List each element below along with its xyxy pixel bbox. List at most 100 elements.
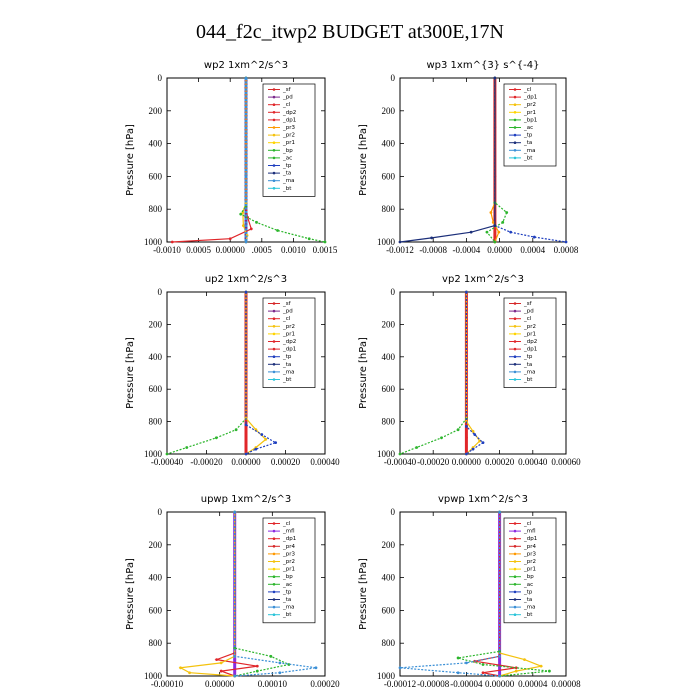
x-tick-label: 0.0010 — [281, 245, 306, 255]
legend-label: _cl — [523, 316, 532, 322]
legend-label: _pr1 — [523, 110, 536, 116]
series-point-ac — [498, 650, 501, 653]
panel-2: wp3 1xm^{3} s^{-4}02004006008001000-0.00… — [358, 60, 579, 255]
legend-label: _ma — [282, 369, 294, 375]
legend-label: _pr1 — [523, 567, 536, 573]
legend-label: _dp1 — [523, 95, 537, 101]
x-tick-label: -0.00040 — [151, 457, 184, 467]
series-point-pr2 — [179, 666, 182, 670]
legend-label: _mfl — [523, 529, 536, 535]
legend-label: _ta — [282, 362, 291, 368]
panel-title: vpwp 1xm^2/s^3 — [438, 494, 528, 505]
legend-marker — [513, 347, 517, 351]
legend-marker — [272, 590, 276, 594]
plot-frame — [399, 511, 567, 677]
legend-marker — [272, 118, 276, 122]
legend-label: _pr4 — [523, 544, 537, 550]
series-point-dp2 — [415, 446, 418, 449]
series-point-ta — [430, 236, 434, 240]
series-point-pr2 — [264, 438, 268, 441]
series-point-dp2 — [214, 436, 218, 440]
legend-marker — [513, 141, 517, 144]
legend-label: _ta — [282, 597, 291, 603]
legend-label: _sf — [282, 87, 292, 93]
legend-marker — [513, 552, 517, 556]
legend-label: _pr4 — [282, 544, 296, 550]
legend-label: _pr2 — [282, 559, 295, 565]
legend-marker — [272, 317, 276, 321]
series-point-tp — [398, 666, 402, 670]
series-point-tp — [465, 661, 468, 665]
x-tick-label: -0.00004 — [450, 679, 483, 689]
x-tick-label: 0.00020 — [310, 679, 340, 689]
series-point-pr2 — [489, 211, 493, 214]
legend-marker — [513, 126, 517, 129]
series-point-tp — [564, 240, 568, 244]
series-point-ta — [398, 240, 402, 244]
series-point-tp — [233, 654, 237, 658]
legend-marker — [513, 529, 517, 533]
series-point-pr2 — [241, 224, 245, 228]
series-point-tp — [278, 671, 282, 675]
legend-label: _bt — [282, 186, 292, 192]
legend-label: _dp1 — [282, 536, 296, 542]
x-tick-label: 0.00020 — [485, 457, 515, 467]
legend-label: _pr3 — [282, 125, 296, 131]
y-tick-label: 800 — [382, 417, 396, 427]
y-tick-label: 1000 — [144, 671, 163, 681]
y-tick-label: 600 — [149, 605, 163, 615]
legend-label: _tp — [523, 589, 533, 595]
plot-frame — [399, 77, 567, 243]
y-tick-label: 800 — [382, 638, 396, 648]
series-point-ta — [469, 230, 473, 234]
legend-marker — [272, 325, 276, 328]
legend-marker — [513, 598, 517, 601]
y-tick-label: 200 — [382, 106, 396, 116]
plot-frame — [166, 511, 326, 677]
series-point-mfl — [233, 658, 237, 661]
series-point-cl — [170, 240, 174, 244]
legend-label: _bp — [282, 148, 293, 154]
y-tick-label: 600 — [382, 384, 396, 394]
legend-label: _ac — [523, 125, 533, 131]
y-tick-label: 600 — [382, 171, 396, 181]
legend-marker — [513, 545, 517, 548]
y-tick-label: 200 — [149, 319, 163, 329]
y-tick-label: 800 — [382, 204, 396, 214]
series-point-tp — [278, 661, 282, 665]
series-point-bt — [244, 175, 248, 178]
series-point-pr2 — [523, 658, 526, 661]
y-tick-label: 400 — [382, 139, 396, 149]
series-point-tp — [244, 452, 248, 456]
y-tick-label: 200 — [149, 540, 163, 550]
x-tick-label: 0.0005 — [186, 245, 211, 255]
series-point-tp — [465, 452, 468, 456]
legend-label: _dp1 — [523, 536, 537, 542]
series-line-tp — [234, 512, 317, 677]
y-tick-label: 1000 — [377, 671, 396, 681]
legend-label: _tp — [523, 133, 533, 139]
legend-marker — [513, 560, 517, 563]
y-tick-label: 400 — [149, 352, 163, 362]
series-point-tp — [314, 666, 318, 670]
series-point-tp — [509, 230, 513, 234]
legend-marker — [513, 111, 517, 114]
legend-label: _cl — [282, 102, 291, 108]
y-tick-label: 600 — [149, 171, 163, 181]
legend-box — [262, 83, 316, 197]
legend-marker — [272, 545, 276, 548]
legend-label: _pr1 — [282, 140, 295, 146]
plot-frame — [399, 291, 567, 455]
series-point-ac — [493, 240, 497, 244]
legend-label: _cl — [282, 521, 291, 527]
y-tick-label: 800 — [149, 417, 163, 427]
y-axis-label: Pressure [hPa] — [125, 337, 136, 409]
series-line-pr2 — [465, 292, 481, 455]
x-tick-label: 0.00060 — [551, 457, 581, 467]
legend-label: _mfl — [282, 529, 295, 535]
legend-label: _ta — [523, 362, 532, 368]
series-point-tp — [471, 447, 475, 451]
legend-marker — [513, 332, 517, 336]
legend-label: _pd — [282, 309, 293, 315]
series-line-tp — [465, 292, 484, 455]
